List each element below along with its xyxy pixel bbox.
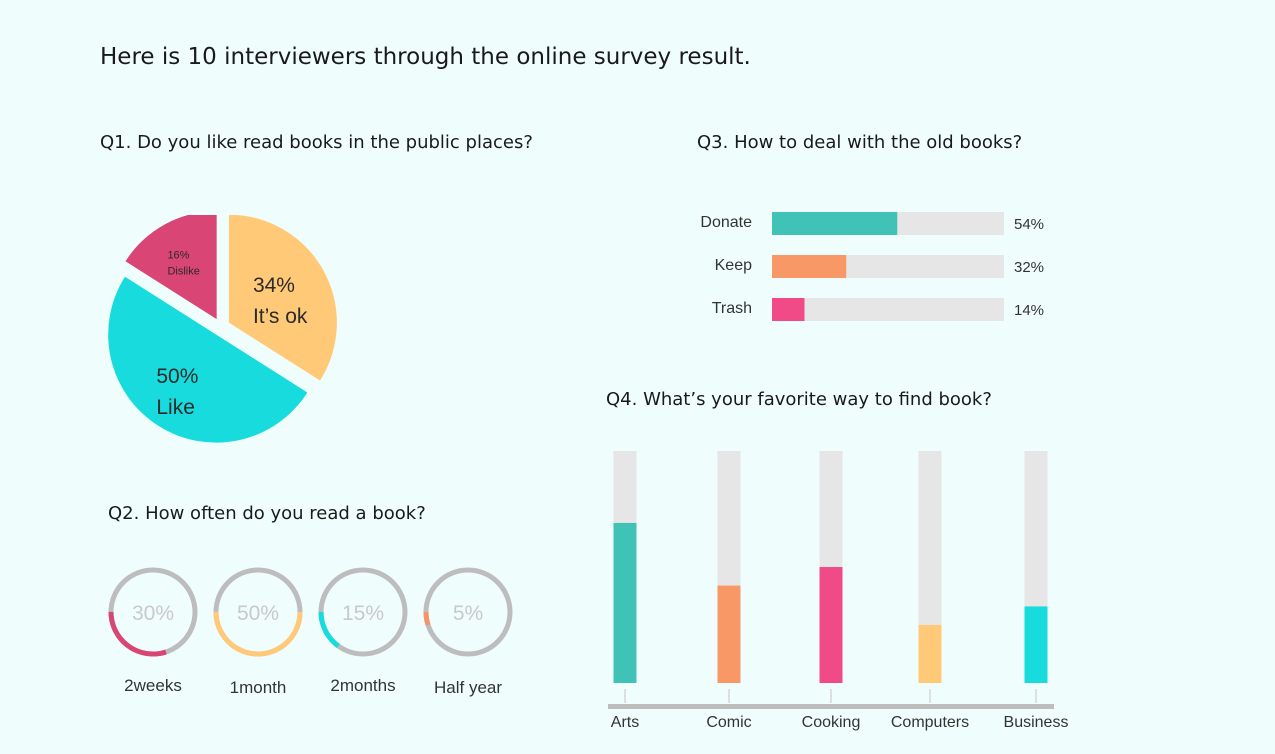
x-axis-line bbox=[608, 704, 1054, 709]
q3-title: Q3. How to deal with the old books? bbox=[697, 132, 1023, 153]
donut-track-3 bbox=[423, 567, 513, 657]
vbar-3 bbox=[918, 625, 942, 683]
x-tick-label-3: Computers bbox=[891, 714, 969, 731]
q4-title: Q4. What’s your favorite way to find boo… bbox=[606, 389, 992, 410]
donut-percent-1: 50% bbox=[237, 602, 279, 625]
vbar-2 bbox=[819, 567, 843, 683]
donut-percent-3: 5% bbox=[453, 602, 483, 625]
bar-0 bbox=[772, 212, 898, 235]
q2-title: Q2. How often do you read a book? bbox=[108, 503, 426, 524]
donut-label-0: 2weeks bbox=[124, 676, 182, 695]
pie-slice-0 bbox=[228, 215, 337, 381]
q2-donut-charts: 30% 50% 15% 5% bbox=[108, 567, 513, 657]
page-title: Here is 10 interviewers through the onli… bbox=[100, 44, 751, 70]
bar-value-label-0: 54% bbox=[1014, 216, 1044, 233]
bar-category-1: Keep bbox=[715, 257, 752, 274]
bar-value-label-1: 32% bbox=[1014, 259, 1044, 276]
q1-pie-chart: 34% It’s ok 50% Like 16% Dislike bbox=[108, 215, 337, 443]
pie-slice-2 bbox=[125, 215, 217, 320]
bar-track-2 bbox=[772, 298, 1004, 321]
pie-slice-percent-1: 50% bbox=[156, 365, 198, 388]
bar-category-0: Donate bbox=[700, 214, 752, 231]
bar-value-label-2: 14% bbox=[1014, 302, 1044, 319]
q1-title: Q1. Do you like read books in the public… bbox=[100, 132, 533, 153]
donut-label-1: 1month bbox=[229, 678, 287, 697]
vbar-1 bbox=[717, 585, 741, 683]
donut-arc-1 bbox=[213, 567, 303, 657]
pie-slice-percent-0: 34% bbox=[253, 274, 295, 297]
donut-label-3: Half year bbox=[433, 678, 503, 697]
donut-arc-0 bbox=[108, 567, 198, 657]
bar-category-2: Trash bbox=[712, 300, 752, 317]
x-tick-label-0: Arts bbox=[611, 714, 639, 731]
bar-2 bbox=[772, 298, 805, 321]
q4-bar-chart: Arts Comic Cooking Computers Business bbox=[608, 451, 1069, 731]
pie-slice-label-1: Like bbox=[156, 396, 195, 419]
donut-percent-2: 15% bbox=[342, 602, 384, 625]
donut-label-2: 2months bbox=[330, 676, 396, 695]
donut-arc-2 bbox=[318, 567, 408, 657]
vbar-4 bbox=[1024, 606, 1048, 683]
q3-bar-chart: Donate 54% Keep 32% Trash 14% bbox=[700, 212, 1044, 321]
pie-slice-label-2: Dislike bbox=[167, 265, 199, 277]
pie-slice-label-0: It’s ok bbox=[253, 305, 308, 328]
donut-arc-3 bbox=[423, 567, 513, 657]
bar-1 bbox=[772, 255, 847, 278]
x-tick-label-1: Comic bbox=[706, 714, 751, 731]
donut-percent-0: 30% bbox=[132, 602, 174, 625]
pie-slice-percent-2: 16% bbox=[167, 249, 189, 261]
vbar-0 bbox=[613, 522, 637, 683]
pie-slice-1 bbox=[108, 276, 308, 443]
x-tick-label-2: Cooking bbox=[802, 714, 861, 731]
x-tick-label-4: Business bbox=[1004, 714, 1069, 731]
